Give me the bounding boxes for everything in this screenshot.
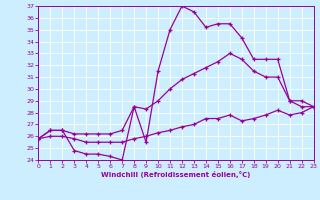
X-axis label: Windchill (Refroidissement éolien,°C): Windchill (Refroidissement éolien,°C): [101, 171, 251, 178]
